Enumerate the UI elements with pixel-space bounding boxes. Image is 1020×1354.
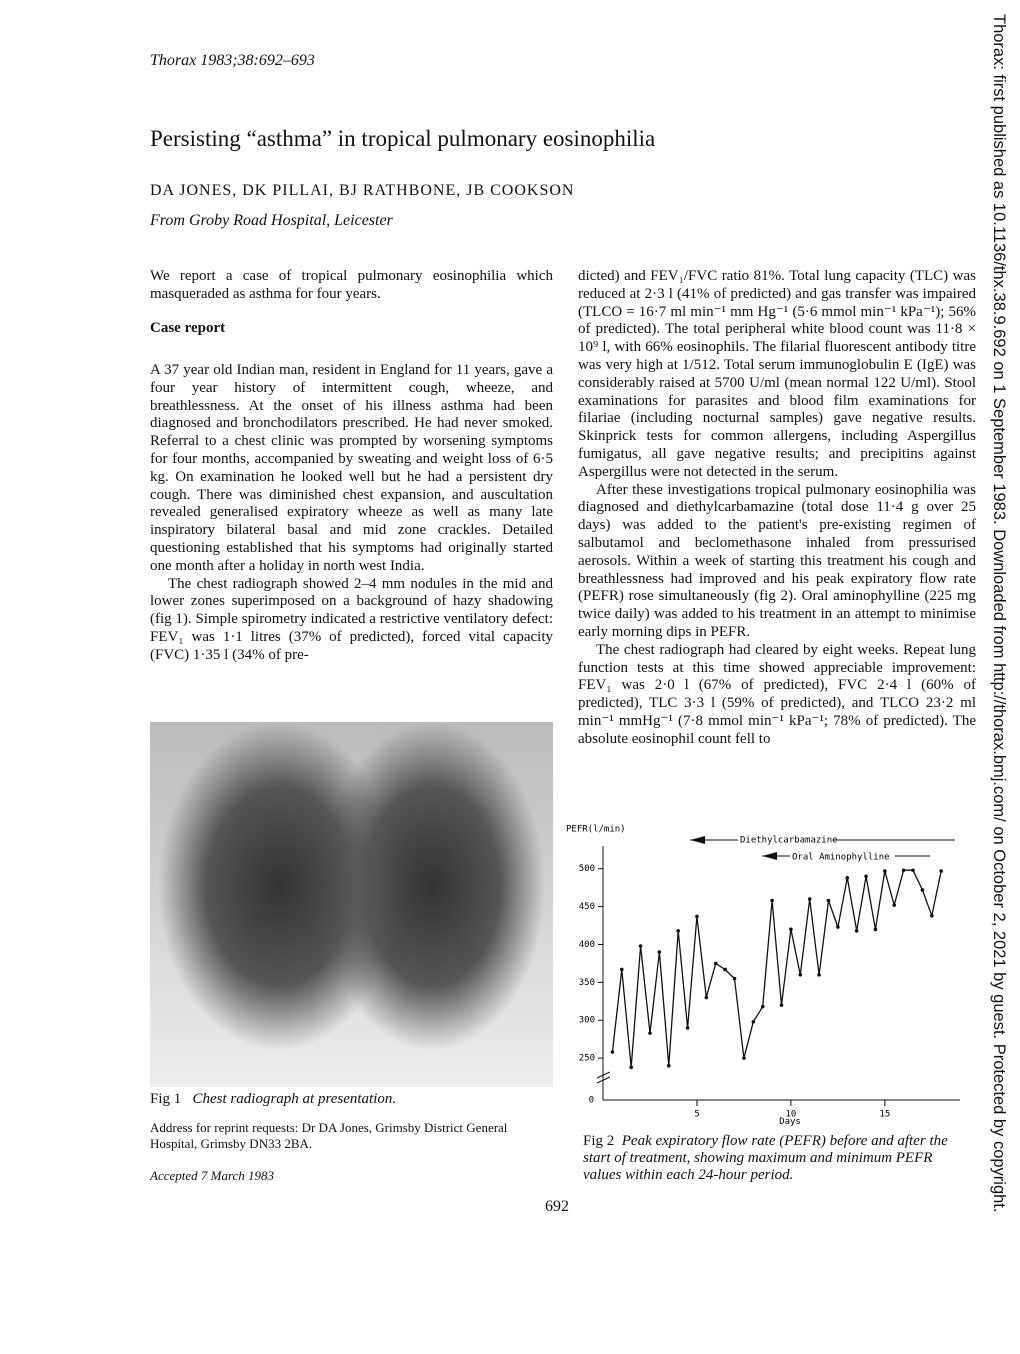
left-column: A 37 year old Indian man, resident in En… [150, 362, 553, 665]
data-point [619, 967, 624, 972]
data-point [939, 869, 944, 873]
paragraph: A 37 year old Indian man, resident in En… [150, 362, 553, 574]
data-point [930, 913, 934, 918]
figure-caption: Fig 1 Chest radiograph at presentation. [150, 1091, 396, 1108]
data-point [751, 1019, 756, 1024]
data-point [873, 927, 878, 932]
x-tick-label: 10 [785, 1110, 796, 1120]
data-point [817, 972, 821, 977]
data-point [789, 927, 793, 932]
data-point [685, 1026, 690, 1030]
data-point [845, 876, 850, 880]
annotation: Oral Aminophylline [792, 853, 890, 863]
caption: Chest radiograph at presentation. [192, 1091, 397, 1107]
data-point [798, 972, 803, 977]
label-bg [790, 851, 895, 862]
data-point [695, 914, 699, 919]
data-point [742, 1056, 746, 1060]
data-point [648, 1031, 652, 1035]
data-point [911, 868, 915, 873]
data-point [638, 944, 643, 948]
pefr-line [611, 869, 942, 1068]
x-tick-label: 5 [694, 1110, 699, 1120]
data-point [836, 925, 840, 929]
page-number: 692 [545, 1198, 569, 1215]
y-tick-label: 500 [579, 864, 595, 874]
paragraph: The chest radiograph had cleared by eigh… [578, 641, 976, 747]
paragraph: After these investigations tropical pulm… [578, 481, 976, 640]
affiliation: From Groby Road Hospital, Leicester [150, 212, 393, 229]
y-axis-label: PEFR(l/min) [566, 825, 626, 835]
data-point [892, 903, 897, 907]
abstract: We report a case of tropical pulmonary e… [150, 268, 553, 302]
data-point [901, 868, 906, 873]
data-point [807, 897, 812, 901]
accepted: Accepted 7 March 1983 [150, 1168, 275, 1183]
journal: Thorax 1983;38:692–693 [150, 52, 315, 69]
data-point [826, 898, 831, 903]
data-point [779, 1003, 784, 1007]
data-point [610, 1050, 615, 1054]
figure-label: Fig 2 [583, 1133, 615, 1149]
y-tick-label: 300 [579, 1016, 595, 1026]
caption: Peak expiratory flow rate (PEFR) before … [583, 1133, 948, 1183]
annotation: Diethylcarbamazine [740, 836, 838, 846]
address: Address for reprint requests: Dr DA Jone… [150, 1120, 508, 1151]
authors: DA JONES, DK PILLAI, BJ RATHBONE, JB COO… [150, 182, 575, 199]
y-tick-label: 450 [579, 902, 595, 912]
paragraph: dicted) and FEV₁/FVC ratio 81%. Total lu… [578, 268, 976, 480]
data-point [732, 976, 737, 981]
data-point [864, 874, 868, 879]
x-tick-label: 15 [879, 1110, 890, 1120]
y-tick-label: 400 [579, 940, 595, 950]
data-point [770, 898, 774, 903]
arrow-head [762, 852, 777, 860]
data-point [629, 1065, 633, 1070]
x-axis-label: Days [779, 1117, 801, 1127]
data-point [920, 888, 925, 892]
data-point [666, 1063, 671, 1068]
paragraph: The chest radiograph showed 2–4 mm nodul… [150, 575, 553, 663]
figure-caption: Fig 2 Peak expiratory flow rate (PEFR) b… [583, 1133, 973, 1184]
data-point [713, 961, 718, 966]
section-heading: Case report [150, 320, 226, 336]
y-tick-label: 250 [579, 1054, 595, 1064]
data-point [676, 929, 680, 933]
y-tick-label: 350 [579, 978, 595, 988]
arrow-head [690, 836, 705, 844]
data-point [704, 995, 709, 1000]
title: Persisting “asthma” in tropical pulmonar… [150, 126, 656, 151]
axis-origin-label: 0 [589, 1096, 594, 1106]
data-point [657, 950, 662, 954]
label-bg [738, 834, 833, 845]
data-point [760, 1004, 765, 1009]
data-point [723, 967, 727, 972]
right-column: dicted) and FEV₁/FVC ratio 81%. Total lu… [578, 268, 976, 749]
figure-label: Fig 1 [150, 1091, 182, 1107]
chest-radiograph [150, 722, 553, 1087]
data-point [854, 929, 859, 933]
data-point [883, 869, 887, 873]
